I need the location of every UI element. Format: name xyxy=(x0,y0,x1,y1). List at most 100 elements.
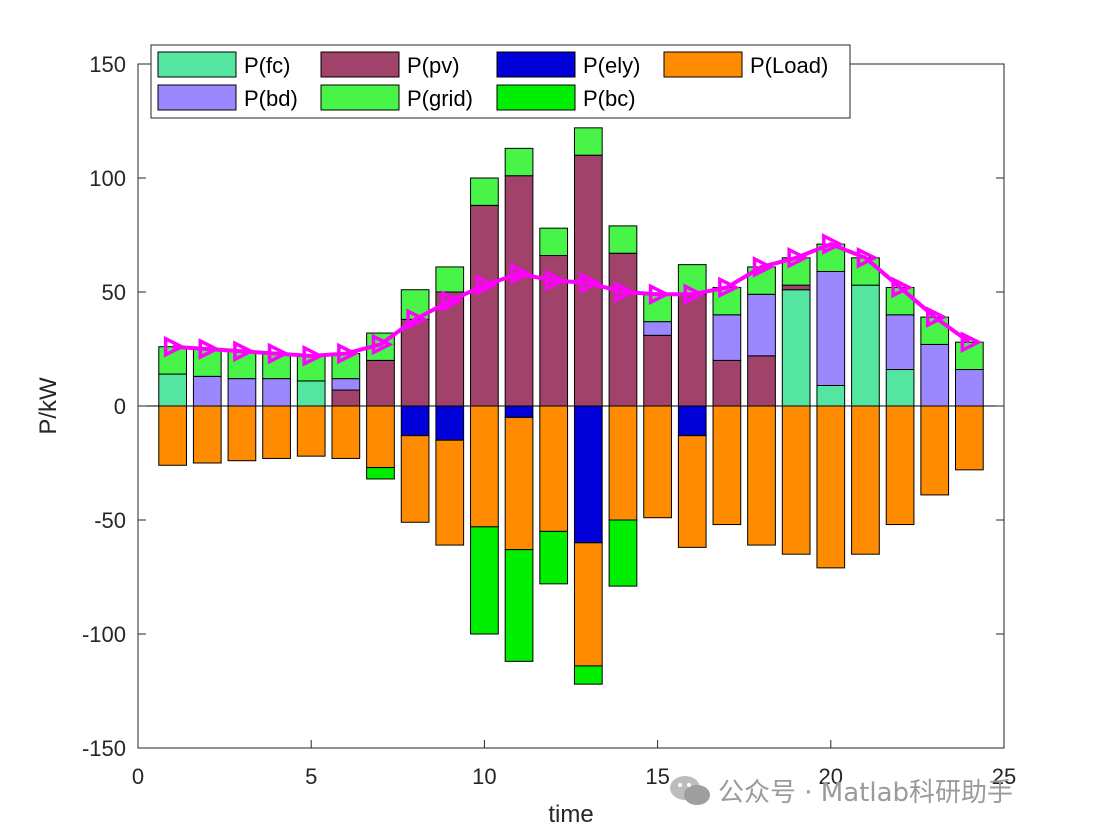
y-tick-label-100: 100 xyxy=(89,166,126,191)
bar-pload-9 xyxy=(435,439,465,546)
wechat-icon xyxy=(670,775,710,805)
x-tick-label-10: 10 xyxy=(472,764,496,789)
bar-pload-8 xyxy=(400,435,430,523)
legend-label-2: P(ely) xyxy=(583,53,640,78)
bar-pload-15 xyxy=(643,405,672,519)
bar-pload-12 xyxy=(539,405,569,532)
bar-ppv-15 xyxy=(643,334,672,407)
line-point-12 xyxy=(544,269,567,292)
legend: P(fc) P(pv) P(ely) P(Load) P(bd) P(grid) P(bc) xyxy=(150,44,851,119)
bar-pload-4 xyxy=(262,405,291,459)
legend-label-1: P(pv) xyxy=(407,53,460,78)
bar-pfc-1 xyxy=(158,373,187,407)
bar-pgrid-14 xyxy=(608,225,638,254)
bar-pely-13 xyxy=(573,405,603,544)
bar-pbd-18 xyxy=(747,293,776,357)
bar-pbc-10 xyxy=(470,526,499,635)
legend-swatch-1 xyxy=(320,51,400,78)
line-point-20 xyxy=(822,233,844,255)
bar-pload-3 xyxy=(227,405,257,462)
line-point-7 xyxy=(371,333,394,356)
bar-pgrid-10 xyxy=(470,177,499,206)
x-tick-label-25: 25 xyxy=(992,764,1016,789)
y-tick-label--50: -50 xyxy=(94,508,126,533)
bar-pbd-17 xyxy=(712,314,742,361)
bar-pload-2 xyxy=(192,405,222,464)
line-point-6 xyxy=(337,342,359,365)
bar-pload-10 xyxy=(470,405,499,528)
bar-pfc-22 xyxy=(885,369,915,407)
y-tick-label-50: 50 xyxy=(102,280,126,305)
bar-pload-20 xyxy=(816,405,846,569)
line-point-8 xyxy=(406,308,429,331)
bar-pfc-20 xyxy=(816,384,846,407)
x-tick-label-15: 15 xyxy=(645,764,669,789)
line-point-9 xyxy=(441,290,463,312)
legend-swatch-3 xyxy=(663,51,743,78)
bar-pload-18 xyxy=(747,405,776,546)
bar-ppv-18 xyxy=(747,355,776,407)
legend-label-6: P(bc) xyxy=(583,86,636,111)
bar-pgrid-11 xyxy=(504,147,534,177)
line-series-layer xyxy=(163,233,983,367)
line-point-4 xyxy=(267,342,290,365)
bar-pely-11 xyxy=(504,405,534,418)
bar-pbc-11 xyxy=(504,549,534,662)
ticks-layer: 0 5 10 15 20 25 -150 -100 -50 0 50 100 150 xyxy=(82,52,1016,789)
line-point-1 xyxy=(163,335,186,358)
bars-layer xyxy=(158,127,984,685)
bar-pfc-19 xyxy=(781,289,811,407)
bar-pload-24 xyxy=(955,405,984,471)
bar-pgrid-9 xyxy=(435,266,465,293)
bar-pbd-6 xyxy=(331,378,361,391)
bar-pfc-5 xyxy=(296,380,326,407)
bar-ppv-7 xyxy=(366,359,395,407)
bar-pgrid-18 xyxy=(747,266,776,295)
x-axis-label: time xyxy=(548,801,593,828)
line-point-24 xyxy=(960,331,983,353)
line-point-3 xyxy=(233,340,255,363)
bar-pload-1 xyxy=(158,405,187,466)
y-tick-label-150: 150 xyxy=(89,52,126,77)
y-axis-label: P/kW xyxy=(35,377,62,435)
line-point-22 xyxy=(891,276,913,299)
bar-pbc-13 xyxy=(573,665,603,685)
y-tick-label--150: -150 xyxy=(82,736,126,761)
legend-label-4: P(bd) xyxy=(244,86,298,111)
bar-pbd-20 xyxy=(816,270,846,386)
bar-pload-16 xyxy=(677,435,707,548)
bar-pely-9 xyxy=(435,405,465,441)
bar-ppv-17 xyxy=(712,359,742,407)
bar-pely-16 xyxy=(677,405,707,437)
y-tick-label-0: 0 xyxy=(114,394,126,419)
legend-swatch-2 xyxy=(496,51,576,78)
x-tick-label-5: 5 xyxy=(305,764,317,789)
y-tick-label--100: -100 xyxy=(82,622,126,647)
bar-pely-8 xyxy=(400,405,430,437)
bar-pload-6 xyxy=(331,405,361,459)
watermark: 公众号 · Matlab科研助手 xyxy=(668,772,1013,809)
bar-pload-17 xyxy=(712,405,742,526)
line-point-10 xyxy=(475,274,498,296)
bar-ppv-11 xyxy=(504,175,534,407)
bar-pload-14 xyxy=(608,405,638,521)
line-point-13 xyxy=(579,272,602,294)
bar-pbd-24 xyxy=(955,369,984,407)
bar-pbd-4 xyxy=(262,378,291,407)
legend-swatch-4 xyxy=(157,84,237,111)
bar-pbd-22 xyxy=(885,314,915,371)
x-tick-label-20: 20 xyxy=(819,764,843,789)
bar-pgrid-24 xyxy=(955,341,984,371)
watermark-text: 公众号 · Matlab科研助手 xyxy=(718,778,1014,808)
bar-pfc-21 xyxy=(851,284,880,407)
bar-ppv-6 xyxy=(331,389,361,407)
bar-pload-22 xyxy=(885,405,915,526)
legend-label-5: P(grid) xyxy=(407,86,473,111)
x-tick-label-0: 0 xyxy=(132,764,144,789)
bar-pload-7 xyxy=(366,405,395,469)
legend-swatch-6 xyxy=(496,84,576,111)
bar-pgrid-2 xyxy=(192,348,222,377)
bar-pload-11 xyxy=(504,416,534,551)
line-point-19 xyxy=(787,246,810,269)
